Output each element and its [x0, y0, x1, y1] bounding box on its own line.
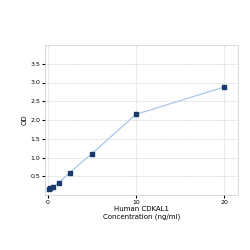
Point	[57, 181, 61, 185]
Point	[48, 186, 52, 190]
X-axis label: Human CDKAL1
Concentration (ng/ml): Human CDKAL1 Concentration (ng/ml)	[103, 206, 180, 220]
Point	[90, 152, 94, 156]
Point	[47, 187, 51, 191]
Point	[222, 85, 226, 89]
Y-axis label: OD: OD	[22, 115, 28, 125]
Point	[134, 112, 138, 116]
Point	[68, 170, 72, 174]
Point	[51, 185, 55, 189]
